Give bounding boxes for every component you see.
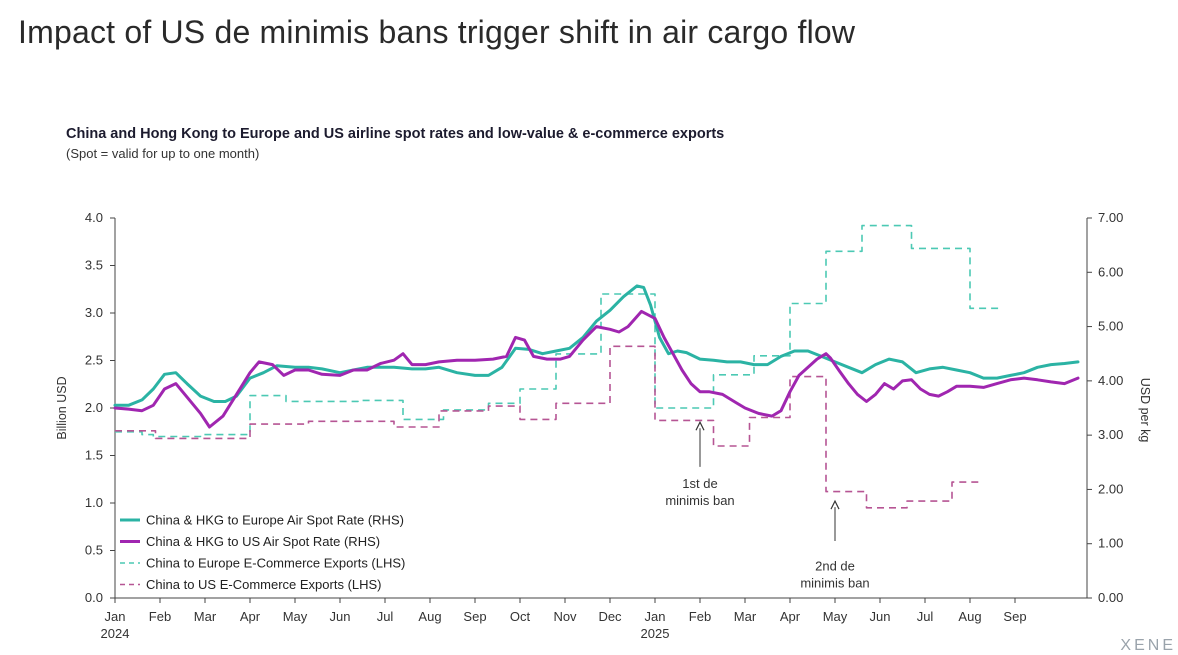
series-line-2	[115, 224, 1002, 438]
legend-label-1: China & HKG to US Air Spot Rate (RHS)	[146, 534, 380, 549]
series-line-0	[113, 284, 1080, 407]
chart-title: China and Hong Kong to Europe and US air…	[66, 126, 725, 142]
y-tick-label-left: 2.5	[85, 353, 103, 368]
legend-label-2: China to Europe E-Commerce Exports (LHS)	[146, 556, 405, 571]
axes: 0.0 0.5 1.0 1.5 2.0 2.5 3.0 3.5 4.0 0.00 1.00 2.00 3…	[85, 210, 1123, 641]
legend-label-3: China to US E-Commerce Exports (LHS)	[146, 577, 382, 592]
y-axis-label-left: Billion USD	[55, 376, 69, 439]
annotation-layer: 1st de minimis ban 2nd de minimis ban	[665, 420, 870, 590]
y-tick-label-left: 3.0	[85, 305, 103, 320]
series-line-1	[113, 309, 1080, 429]
x-tick-label: Aug	[958, 609, 981, 624]
y-tick-label-right: 5.00	[1098, 319, 1123, 334]
y-tick-label-left: 2.0	[85, 400, 103, 415]
x-tick-label: Sep	[1003, 609, 1026, 624]
legend-label-0: China & HKG to Europe Air Spot Rate (RHS…	[146, 513, 404, 528]
x-tick-year-label: 2025	[641, 626, 670, 641]
y-tick-label-right: 4.00	[1098, 373, 1123, 388]
y-tick-label-left: 4.0	[85, 210, 103, 225]
legend: China & HKG to Europe Air Spot Rate (RHS…	[120, 513, 405, 592]
y-tick-label-right: 7.00	[1098, 210, 1123, 225]
series-line-3	[115, 345, 979, 509]
x-tick-label: Jul	[377, 609, 394, 624]
series-layer	[113, 224, 1080, 509]
x-tick-year-label: 2024	[101, 626, 130, 641]
y-tick-label-right: 0.00	[1098, 590, 1123, 605]
brand-logo: XENE	[1120, 637, 1176, 654]
x-tick-label: Nov	[553, 609, 577, 624]
x-tick-label: Feb	[689, 609, 711, 624]
x-tick-label: Mar	[194, 609, 217, 624]
y-tick-label-right: 3.00	[1098, 427, 1123, 442]
annotation-text: 1st de	[682, 476, 717, 491]
x-tick-label: Apr	[240, 609, 261, 624]
annotation-text: 2nd de	[815, 558, 855, 573]
x-tick-label: May	[283, 609, 308, 624]
y-tick-label-right: 1.00	[1098, 536, 1123, 551]
page-title: Impact of US de minimis bans trigger shi…	[18, 14, 856, 50]
x-tick-label: Apr	[780, 609, 801, 624]
annotation-arrowhead	[830, 499, 840, 510]
y-tick-label-left: 3.5	[85, 258, 103, 273]
x-tick-label: Jun	[870, 609, 891, 624]
y-tick-label-left: 0.0	[85, 590, 103, 605]
x-tick-label: Aug	[418, 609, 441, 624]
x-tick-label: Oct	[510, 609, 531, 624]
x-tick-label: Jan	[105, 609, 126, 624]
x-tick-label: Jul	[917, 609, 934, 624]
y-axis-label-right: USD per kg	[1138, 378, 1152, 443]
x-tick-label: Feb	[149, 609, 171, 624]
y-tick-label-left: 0.5	[85, 543, 103, 558]
y-tick-label-right: 2.00	[1098, 481, 1123, 496]
y-tick-label-left: 1.0	[85, 495, 103, 510]
y-tick-label-right: 6.00	[1098, 264, 1123, 279]
x-tick-label: Mar	[734, 609, 757, 624]
annotation-arrowhead	[695, 420, 705, 431]
x-tick-label: May	[823, 609, 848, 624]
chart-subtitle: (Spot = valid for up to one month)	[66, 146, 260, 161]
annotation-text: minimis ban	[665, 493, 734, 508]
x-tick-label: Dec	[598, 609, 622, 624]
annotation-text: minimis ban	[800, 575, 869, 590]
x-tick-label: Jan	[645, 609, 666, 624]
x-tick-label: Jun	[330, 609, 351, 624]
y-tick-label-left: 1.5	[85, 448, 103, 463]
x-tick-label: Sep	[463, 609, 486, 624]
